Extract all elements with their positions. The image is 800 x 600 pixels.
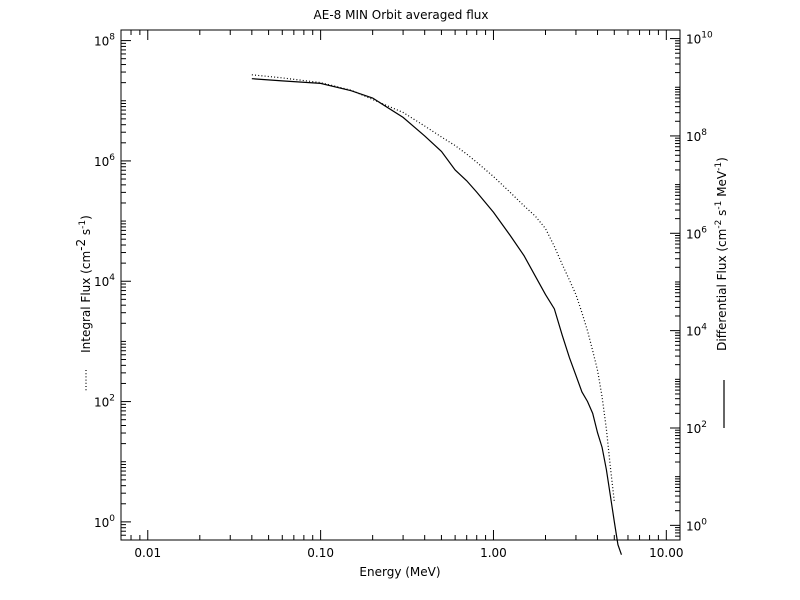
left-tick-label-base: 10 [94,155,109,169]
right-tick-label-exp: 0 [701,517,707,527]
chart-title: AE-8 MIN Orbit averaged flux [314,8,489,22]
left-tick-label-base: 10 [94,275,109,289]
y-right-label-exp1: -2 [714,220,724,229]
y-right-axis-ticks [670,38,680,541]
y-right-label-exp3: -1 [714,162,724,171]
x-axis-tick-labels: 0.01 0.10 1.00 10.00 [134,546,683,560]
y-right-axis-label: Differential Flux (cm-2 s-1 MeV-1) [714,157,729,351]
left-tick-label: 104 [94,273,115,289]
x-tick-label: 0.01 [134,546,161,560]
x-axis-label: Energy (MeV) [359,565,440,579]
plot-frame [120,29,681,541]
x-tick-label: 10.00 [649,546,683,560]
y-right-label-main: Differential Flux (cm [715,229,729,351]
left-tick-label-base: 10 [94,516,109,530]
left-tick-label-exp: 0 [109,514,115,524]
y-left-label-main: Integral Flux (cm [79,251,93,353]
differential-flux-line [251,78,623,555]
y-left-label-mid: s [79,229,93,239]
left-tick-label-exp: 2 [109,394,115,404]
right-tick-label-base: 10 [686,519,701,533]
right-tick-label-base: 10 [686,130,701,144]
right-tick-label: 1010 [686,31,713,47]
right-tick-label-exp: 6 [701,225,707,235]
right-tick-label-exp: 8 [701,128,707,138]
left-tick-label: 102 [94,394,115,410]
series-layer [251,74,623,555]
y-right-label-end: ) [715,157,729,162]
right-tick-label: 104 [686,323,707,339]
y-left-axis-label: Integral Flux (cm-2 s-1) [74,215,93,353]
integral-flux-line [251,74,615,502]
y-left-label-end: ) [79,215,93,220]
left-tick-label: 106 [94,153,115,169]
x-axis-ticks [120,30,667,540]
y-right-label-mid: s [715,210,729,220]
left-tick-label: 108 [94,33,115,49]
right-tick-label: 102 [686,420,707,436]
left-tick-label-exp: 8 [109,33,115,43]
right-tick-label-exp: 10 [701,31,713,41]
right-tick-label-base: 10 [686,227,701,241]
y-left-label-exp2: -1 [78,220,88,229]
right-tick-label-base: 10 [686,33,701,47]
x-tick-label: 0.10 [307,546,334,560]
right-tick-label: 106 [686,225,707,241]
y-right-label-mid2: MeV [715,170,729,201]
right-tick-label-base: 10 [686,422,701,436]
right-tick-label: 108 [686,128,707,144]
x-tick-label: 1.00 [480,546,507,560]
left-tick-label-base: 10 [94,396,109,410]
y-right-label-exp2: -1 [714,201,724,210]
y-left-label-exp1: -2 [74,239,88,251]
right-tick-label-exp: 4 [701,323,707,333]
left-tick-label-exp: 6 [109,153,115,163]
left-tick-label-base: 10 [94,35,109,49]
y-left-axis-ticks [121,40,131,541]
right-tick-label: 100 [686,517,707,533]
left-tick-label-exp: 4 [109,273,115,283]
right-tick-label-base: 10 [686,325,701,339]
left-tick-label: 100 [94,514,115,530]
right-tick-label-exp: 2 [701,420,707,430]
